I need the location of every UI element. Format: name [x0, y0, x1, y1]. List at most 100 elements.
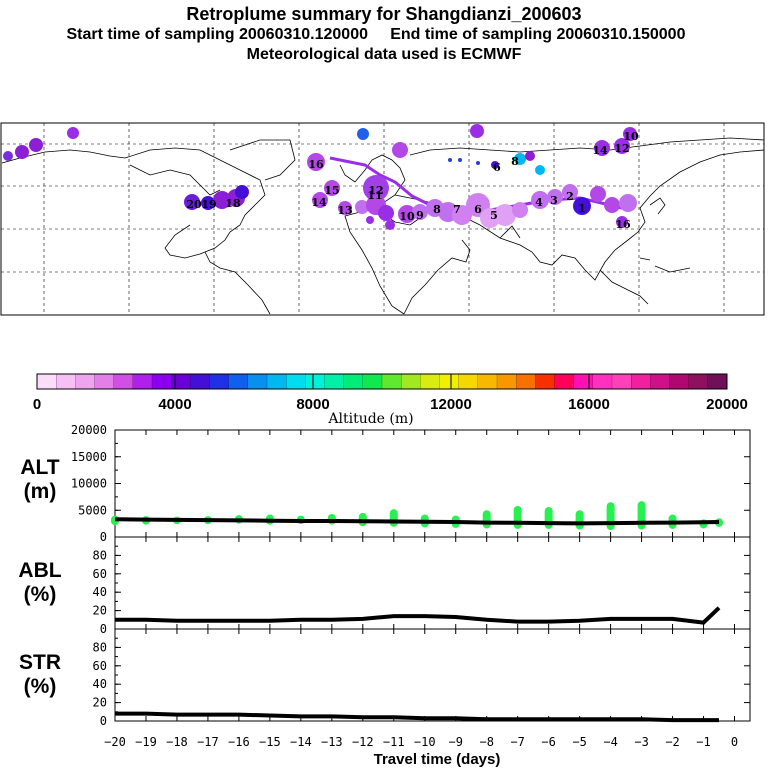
colorbar-cell — [631, 373, 651, 390]
plume-blob — [67, 127, 79, 139]
colorbar-tick-label: 4000 — [158, 396, 191, 413]
x-tick-label: −17 — [197, 735, 219, 749]
plume-blob — [514, 153, 526, 165]
plume-blob — [491, 161, 499, 169]
y-tick-label: 0 — [100, 714, 107, 728]
colorbar-cell — [305, 373, 325, 390]
altitude-spread — [389, 509, 398, 527]
plume-blob — [590, 186, 606, 202]
colorbar-cell — [343, 373, 364, 390]
colorbar-cell — [650, 373, 670, 390]
plume-dot — [448, 158, 452, 162]
plume-blob — [378, 205, 394, 221]
plume-day-label: 7 — [453, 203, 461, 216]
colorbar-cell — [707, 373, 728, 390]
panel-ylabel: STR — [19, 651, 61, 674]
plume-day-label: 16 — [308, 158, 324, 171]
x-axis-title: Travel time (days) — [374, 751, 501, 768]
plume-day-label: 10 — [623, 130, 639, 143]
altitude-spread — [482, 510, 491, 529]
plume-blob — [357, 128, 369, 140]
abl-series-line — [115, 606, 721, 625]
colorbar-cell — [554, 373, 575, 390]
colorbar-cell — [401, 373, 421, 390]
x-tick-label: −3 — [634, 735, 648, 749]
plume-blob — [623, 127, 637, 141]
plume-blob — [525, 151, 535, 161]
altitude-spread — [575, 510, 584, 530]
plume-day-label: 2 — [566, 190, 574, 203]
y-tick-label: 80 — [93, 640, 107, 654]
plume-blob — [338, 201, 352, 215]
plume-blob — [235, 185, 249, 199]
panel-ylabel-unit: (m) — [24, 480, 57, 503]
panel-str: 0 20 40 60 80 STR(%) — [19, 628, 751, 728]
plume-blob — [324, 180, 340, 196]
plume-blob — [201, 196, 215, 210]
plume-day-label: 12 — [368, 184, 383, 197]
altitude-colorbar: 0 4000 8000 12000 16000 20000 Altitude (m) — [33, 373, 748, 427]
plume-blob — [452, 205, 472, 225]
x-tick-label: −1 — [696, 735, 710, 749]
plume-day-label: 12 — [614, 142, 629, 155]
plume-blob — [535, 165, 545, 175]
plume-day-label: 8 — [433, 203, 441, 216]
colorbar-cell — [36, 373, 57, 390]
colorbar-cell — [592, 373, 613, 390]
x-tick-label: −13 — [321, 735, 343, 749]
y-tick-label: 0 — [100, 530, 107, 544]
panel-frame — [114, 628, 751, 722]
x-tick-label: −10 — [414, 735, 436, 749]
x-tick-label: −12 — [352, 735, 374, 749]
plume-blob — [573, 197, 591, 215]
colorbar-cell — [113, 373, 134, 390]
colorbar-cell — [228, 373, 249, 390]
colorbar-cell — [535, 373, 555, 390]
coastlines — [1, 137, 765, 315]
y-tick-label: 0 — [100, 622, 107, 636]
colorbar-cell — [669, 373, 690, 390]
y-tick-label: 10000 — [71, 477, 107, 491]
altitude-spread — [606, 502, 615, 531]
x-tick-label: −16 — [228, 735, 250, 749]
y-tick-label: 40 — [93, 677, 107, 691]
plume-blob — [392, 142, 408, 158]
y-tick-label: 20 — [93, 604, 107, 618]
y-tick-label: 20 — [93, 696, 107, 710]
x-tick-label: −18 — [166, 735, 188, 749]
y-tick-label: 5000 — [78, 503, 107, 517]
sampling-times: Start time of sampling 20060310.120000 E… — [66, 26, 686, 43]
x-tick-label: −7 — [510, 735, 524, 749]
panel-ylabel-unit: (%) — [24, 675, 57, 698]
plume-dot — [476, 161, 480, 165]
plume-blob — [547, 189, 563, 205]
plume-blob — [494, 204, 516, 226]
colorbar-tick-label: 0 — [33, 396, 41, 413]
colorbar-cell — [94, 373, 115, 390]
colorbar-cell — [516, 373, 536, 390]
colorbar-label: Altitude (m) — [327, 411, 413, 427]
plume-day-label: 6 — [474, 203, 482, 216]
plume-blob — [604, 197, 620, 213]
panel-ylabel: ALT — [20, 456, 59, 479]
plume-day-label: 3 — [550, 194, 558, 207]
panel-ylabel: ABL — [18, 559, 61, 582]
colorbar-cell — [439, 373, 460, 390]
plume-day-label: 10 — [399, 210, 415, 223]
plume-blob — [15, 145, 29, 159]
plume-day-label: 19 — [201, 198, 216, 211]
plume-blob — [307, 153, 325, 171]
x-tick-label: −20 — [104, 735, 126, 749]
colorbar-cell — [458, 373, 479, 390]
colorbar-cell — [420, 373, 440, 390]
y-tick-label: 20000 — [71, 423, 107, 437]
chart-title: Retroplume summary for Shangdianzi_20060… — [186, 4, 582, 24]
str-series-line — [115, 711, 719, 723]
colorbar-cell — [362, 373, 383, 390]
panel-ylabel-unit: (%) — [24, 583, 57, 606]
plume-dot — [458, 158, 462, 162]
x-tick-label: −5 — [572, 735, 586, 749]
panel-alt: 0 5000 10000 15000 20000 ALT(m) — [20, 423, 751, 544]
colorbar-cell — [688, 373, 709, 390]
